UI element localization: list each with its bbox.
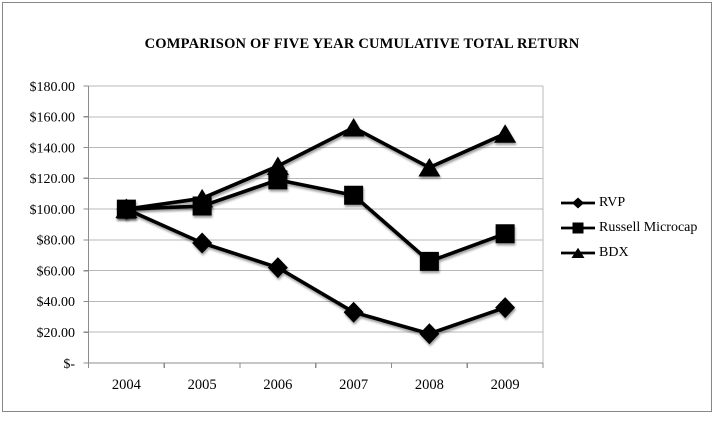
triangle-data-point-marker xyxy=(342,118,365,137)
y-axis-label: $180.00 xyxy=(30,80,76,95)
y-axis-label: $140.00 xyxy=(30,141,76,156)
series-bdx xyxy=(115,118,517,219)
x-axis-label: 2009 xyxy=(491,377,520,393)
y-axis-label: $160.00 xyxy=(30,111,76,126)
square-data-point-marker xyxy=(495,224,515,244)
diamond-data-point-marker xyxy=(267,257,288,279)
y-axis-label: $20.00 xyxy=(37,326,76,341)
square-data-point-marker xyxy=(419,251,439,271)
legend-item-bdx: BDX xyxy=(560,240,697,265)
x-axis-label: 2008 xyxy=(415,377,444,393)
legend: RVP Russell Microcap BDX xyxy=(560,190,697,265)
x-axis-label: 2007 xyxy=(339,377,368,393)
y-axis-label: $- xyxy=(63,357,75,372)
square-data-point-marker xyxy=(344,185,364,205)
series-line xyxy=(124,178,507,264)
legend-item-rvp: RVP xyxy=(560,190,697,215)
diamond-data-point-marker xyxy=(343,301,364,323)
series-line xyxy=(124,207,507,336)
x-axis-label: 2006 xyxy=(263,377,292,393)
y-axis-label: $120.00 xyxy=(30,172,76,187)
triangle-marker-icon xyxy=(561,247,595,258)
x-axis-label: 2005 xyxy=(188,377,217,393)
square-marker-icon xyxy=(561,222,595,233)
legend-label: BDX xyxy=(599,244,629,260)
legend-label: RVP xyxy=(599,194,626,210)
legend-label: Russell Microcap xyxy=(599,219,698,235)
diamond-data-point-marker xyxy=(419,323,440,345)
y-axis-label: $40.00 xyxy=(37,295,76,310)
triangle-data-point-marker xyxy=(494,124,517,143)
diamond-marker-icon xyxy=(561,197,595,208)
y-axis-label: $100.00 xyxy=(30,203,76,218)
y-axis-label: $60.00 xyxy=(37,264,76,279)
y-axis-label: $80.00 xyxy=(37,234,76,249)
diamond-data-point-marker xyxy=(495,297,516,319)
series-line xyxy=(124,125,507,211)
series-rvp xyxy=(116,198,516,345)
series-russell-microcap xyxy=(116,170,515,271)
square-data-point-marker xyxy=(268,170,288,190)
chart-title: COMPARISON OF FIVE YEAR CUMULATIVE TOTAL… xyxy=(144,36,580,52)
diamond-data-point-marker xyxy=(192,232,213,254)
legend-item-russell-microcap: Russell Microcap xyxy=(560,215,697,240)
square-data-point-marker xyxy=(192,196,212,216)
x-axis-label: 2004 xyxy=(112,377,142,393)
square-data-point-marker xyxy=(116,199,136,219)
triangle-data-point-marker xyxy=(418,158,441,177)
